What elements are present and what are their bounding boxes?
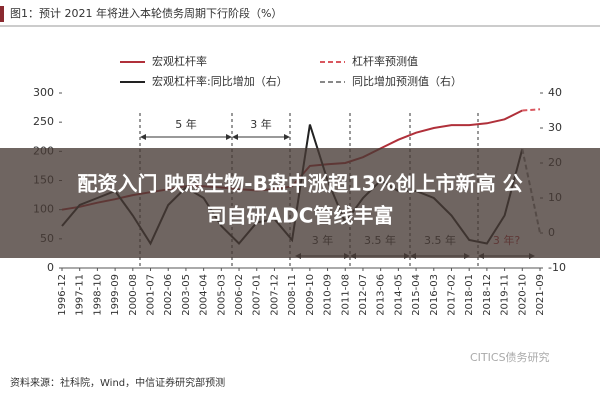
x-tick-label: 2017-02 xyxy=(446,274,457,316)
legend-label: 杠杆率预测值 xyxy=(352,54,418,68)
x-tick-label: 2001-07 xyxy=(146,274,157,316)
arrow-head xyxy=(232,134,290,140)
banner-text: 配资入门 映恩生物-B盘中涨超13%创上市新高 公 xyxy=(77,172,522,196)
x-tick-label: 2012-07 xyxy=(358,274,369,316)
y-tick-label: 0 xyxy=(47,261,54,274)
title-marker xyxy=(0,6,4,22)
x-tick-label: 2007-12 xyxy=(269,274,280,316)
x-tick-label: 2015-04 xyxy=(411,274,422,316)
series-line xyxy=(522,108,541,112)
x-tick-label: 1998-10 xyxy=(92,274,103,316)
annotation: 3 年 xyxy=(250,117,272,131)
x-tick-label: 2010-09 xyxy=(323,274,334,316)
banner xyxy=(0,148,600,258)
x-tick-label: 2014-05 xyxy=(393,274,404,316)
y-tick-label: 300 xyxy=(33,86,54,99)
chart-title: 图1：预计 2021 年将进入本轮债务周期下行阶段（%） xyxy=(10,6,282,20)
y-tick-label: 250 xyxy=(33,115,54,128)
x-tick-label: 2000-08 xyxy=(128,274,139,316)
x-tick-label: 2005-03 xyxy=(216,274,227,316)
x-tick-label: 2006-02 xyxy=(234,274,245,316)
x-tick-label: 2018-12 xyxy=(482,274,493,316)
x-tick-label: 2003-05 xyxy=(181,274,192,316)
annotation: 5 年 xyxy=(175,117,197,131)
banner-text: 司自研ADC管线丰富 xyxy=(207,204,394,228)
legend-label: 宏观杠杆率 xyxy=(152,54,207,68)
x-tick-label: 2007-01 xyxy=(252,274,263,316)
x-tick-label: 1996-12 xyxy=(57,274,68,316)
y2-tick-label: 40 xyxy=(548,86,562,99)
x-tick-label: 1999-09 xyxy=(110,274,121,316)
x-tick-label: 2021-09 xyxy=(535,274,546,316)
x-tick-label: 2009-10 xyxy=(305,274,316,316)
x-tick-label: 1997-11 xyxy=(75,274,86,316)
x-tick-label: 2019-11 xyxy=(500,274,511,316)
x-tick-label: 2004-04 xyxy=(199,274,210,316)
x-tick-label: 2016-03 xyxy=(429,274,440,316)
legend-label: 同比增加预测值（右） xyxy=(352,74,462,88)
x-tick-label: 2020-10 xyxy=(517,274,528,316)
x-tick-label: 2002-06 xyxy=(163,274,174,316)
y2-tick-label: -10 xyxy=(548,261,566,274)
x-tick-label: 2011-08 xyxy=(340,274,351,316)
x-tick-label: 2013-06 xyxy=(376,274,387,316)
source: 资料来源：社科院，Wind，中信证券研究部预测 xyxy=(10,376,225,389)
y2-tick-label: 30 xyxy=(548,121,562,134)
x-tick-label: 2018-01 xyxy=(464,274,475,316)
legend-label: 宏观杠杆率:同比增加（右） xyxy=(152,74,288,88)
x-tick-label: 2008-11 xyxy=(287,274,298,316)
watermark: CITICS债务研究 xyxy=(470,350,550,364)
